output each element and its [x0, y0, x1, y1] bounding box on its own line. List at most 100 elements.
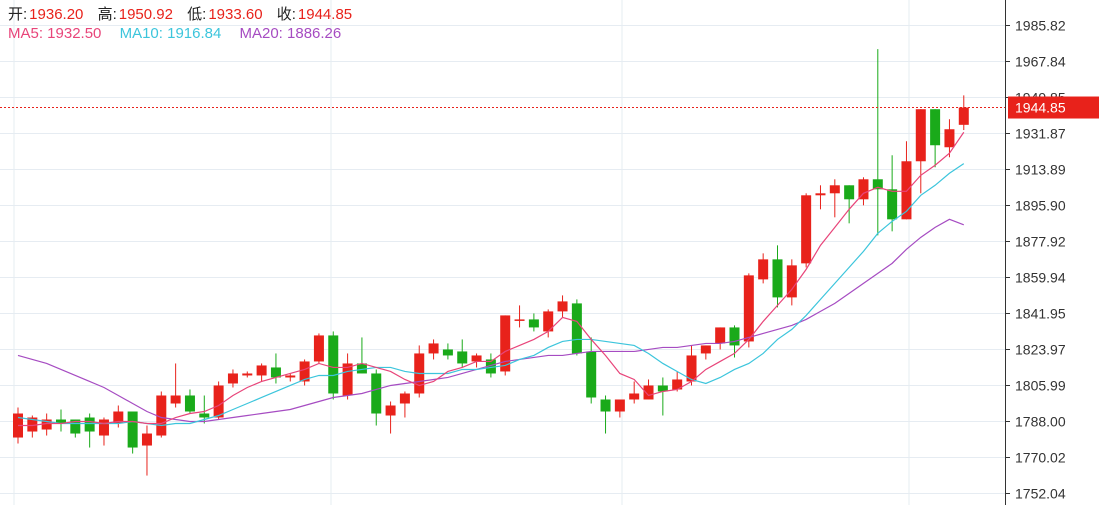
candle-body — [285, 375, 296, 378]
candle-body — [600, 399, 611, 412]
candle-body — [371, 373, 382, 414]
candle-body — [758, 259, 769, 280]
tick-label: 1823.97 — [1015, 342, 1066, 358]
candle-body — [887, 189, 898, 220]
candle-body — [944, 129, 955, 148]
candle-body — [786, 265, 797, 298]
candle-body — [428, 343, 439, 354]
ma20-legend: MA20: 1886.26 — [239, 25, 342, 42]
close-label: 收: — [276, 6, 296, 23]
candle-body — [543, 311, 554, 332]
candle-body — [586, 351, 597, 398]
high-value: 1950.92 — [118, 6, 173, 23]
candle-body — [801, 195, 812, 264]
candle-body — [930, 109, 941, 146]
candle-body — [672, 379, 683, 390]
current-price-label: 1944.85 — [1015, 100, 1066, 116]
candle-body — [356, 363, 367, 374]
tick-label: 1859.94 — [1015, 269, 1066, 285]
candle-body — [313, 335, 324, 362]
low-value: 1933.60 — [208, 6, 263, 23]
tick-label: 1770.02 — [1015, 450, 1066, 466]
tick-label: 1805.99 — [1015, 377, 1066, 393]
candle-body — [442, 349, 453, 356]
candle-body — [815, 193, 826, 196]
high-label: 高: — [97, 6, 117, 23]
candle-body — [184, 395, 195, 412]
candle-body — [227, 373, 238, 384]
candles-layer — [13, 49, 969, 476]
candle-body — [471, 355, 482, 362]
candle-body — [41, 419, 52, 430]
candle-body — [686, 355, 697, 382]
candle-body — [342, 363, 353, 396]
candle-body — [299, 361, 310, 382]
tick-label: 1931.87 — [1015, 126, 1066, 142]
tick-label: 1985.82 — [1015, 18, 1066, 34]
candle-body — [385, 405, 396, 416]
candle-body — [743, 275, 754, 342]
ma5-legend: MA5: 1932.50 — [8, 25, 102, 42]
candle-body — [858, 179, 869, 200]
tick-label: 1752.04 — [1015, 486, 1066, 502]
open-value: 1936.20 — [29, 6, 84, 23]
candle-body — [715, 327, 726, 344]
candle-body — [829, 185, 840, 194]
candle-body — [84, 417, 95, 432]
ma10-line — [17, 163, 965, 427]
candle-body — [199, 413, 210, 418]
candle-body — [643, 385, 654, 400]
candle-body — [27, 417, 38, 432]
candle-body — [614, 399, 625, 412]
tick-label: 1841.95 — [1015, 306, 1066, 322]
open-label: 开: — [8, 6, 28, 23]
candle-body — [901, 161, 912, 220]
candle-body — [772, 259, 783, 298]
candle-body — [915, 109, 926, 162]
candle-body — [113, 411, 124, 424]
grid-layer — [0, 0, 1005, 505]
candle-body — [98, 419, 109, 436]
current-price-badge — [1008, 96, 1099, 119]
tick-label: 1895.90 — [1015, 198, 1066, 214]
candle-body — [127, 411, 138, 448]
candle-body — [844, 185, 855, 200]
candle-body — [55, 419, 66, 424]
candle-body — [958, 107, 969, 125]
candle-body — [213, 385, 224, 418]
moving-averages-layer — [17, 131, 965, 427]
candle-body — [141, 433, 152, 446]
candle-body — [500, 315, 511, 372]
candle-body — [872, 179, 883, 190]
candle-body — [657, 385, 668, 392]
ma10-legend: MA10: 1916.84 — [119, 25, 222, 42]
tick-label: 1877.92 — [1015, 234, 1066, 250]
candle-body — [399, 393, 410, 404]
candle-body — [729, 327, 740, 346]
candle-body — [270, 367, 281, 378]
low-label: 低: — [187, 6, 207, 23]
candle-body — [170, 395, 181, 404]
tick-label: 1913.89 — [1015, 161, 1066, 177]
close-value: 1944.85 — [297, 6, 353, 23]
candle-body — [514, 319, 525, 321]
candle-body — [571, 303, 582, 354]
ohlc-legend: 开: 1936.20 高: 1950.92 低: 1933.60 收: 1944.85 — [8, 3, 354, 24]
candle-body — [256, 365, 267, 376]
candle-body — [328, 335, 339, 394]
candle-body — [700, 345, 711, 354]
candle-body — [485, 359, 496, 374]
candle-body — [156, 395, 167, 436]
candle-body — [629, 393, 640, 400]
candle-body — [457, 351, 468, 364]
candle-body — [70, 419, 81, 434]
ma5-line — [18, 131, 965, 427]
ma-legend: MA5: 1932.50 MA10: 1916.84 MA20: 1886.26 — [8, 25, 343, 42]
tick-label: 1788.00 — [1015, 414, 1066, 430]
candle-body — [242, 373, 253, 376]
ma20-line — [17, 218, 964, 423]
tick-label: 1967.84 — [1015, 53, 1066, 69]
